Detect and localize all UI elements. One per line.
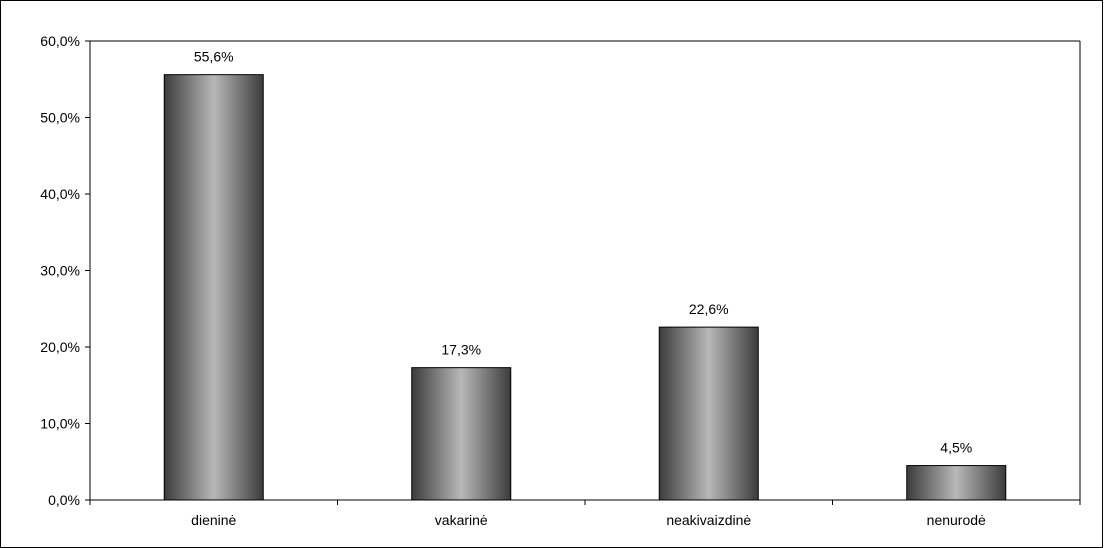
data-label: 22,6% — [689, 301, 729, 317]
bar-1 — [163, 74, 264, 501]
data-label: 17,3% — [441, 342, 481, 358]
data-label: 4,5% — [940, 440, 972, 456]
bars — [163, 74, 1007, 501]
y-tick-label: 10,0% — [40, 416, 80, 432]
y-tick-label: 50,0% — [40, 110, 80, 126]
x-category-label: dieninė — [191, 512, 236, 528]
bar-3 — [658, 326, 759, 501]
y-axis: 0,0% 10,0% 20,0% 30,0% 40,0% 50,0% 60,0% — [40, 33, 1081, 508]
y-tick-label: 40,0% — [40, 186, 80, 202]
data-labels: 55,6% 17,3% 22,6% 4,5% — [194, 49, 972, 456]
y-tick-label: 0,0% — [48, 492, 80, 508]
y-tick-label: 60,0% — [40, 33, 80, 49]
x-category-label: nenurodė — [927, 512, 986, 528]
bar-4 — [906, 465, 1007, 501]
bar-2 — [411, 367, 512, 501]
y-tick-label: 20,0% — [40, 339, 80, 355]
y-tick-label: 30,0% — [40, 263, 80, 279]
x-category-label: neakivaizdinė — [666, 512, 751, 528]
x-category-label: vakarinė — [435, 512, 488, 528]
data-label: 55,6% — [194, 49, 234, 65]
